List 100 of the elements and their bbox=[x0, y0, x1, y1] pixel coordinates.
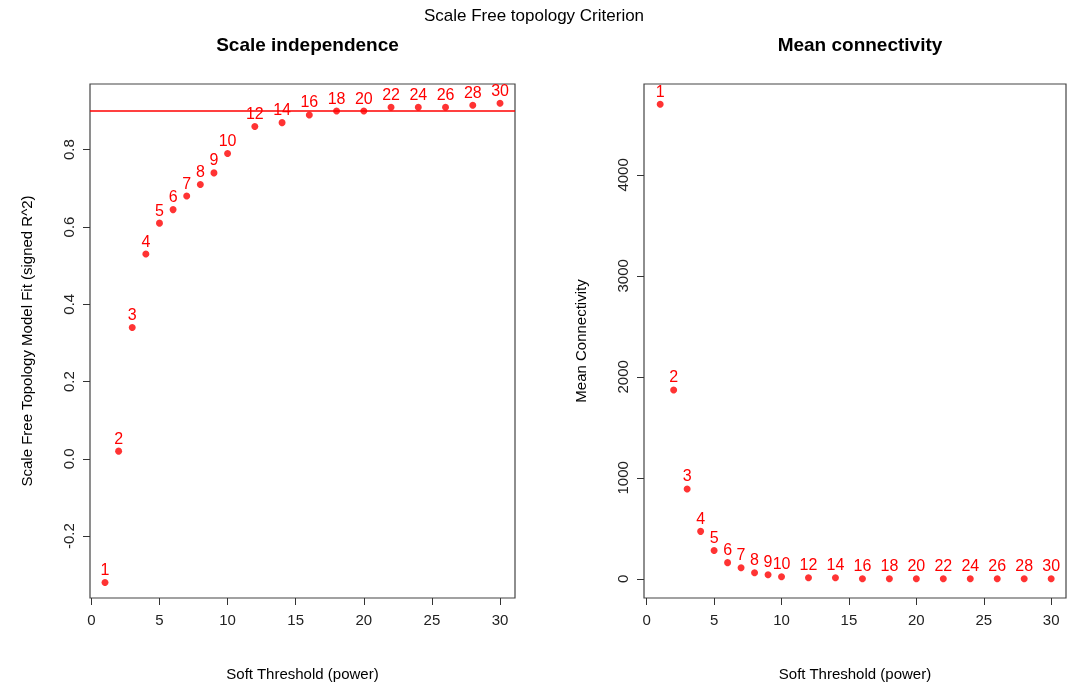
x-tick-label: 30 bbox=[1042, 611, 1060, 628]
point bbox=[1047, 575, 1055, 583]
y-tick-label: 0.4 bbox=[60, 293, 77, 315]
point bbox=[912, 575, 920, 583]
point bbox=[656, 100, 664, 108]
x-tick-label: 25 bbox=[975, 611, 993, 628]
annotation: 3 bbox=[682, 467, 692, 485]
point bbox=[196, 180, 204, 188]
annotation: 6 bbox=[168, 188, 178, 206]
x-tick-label: 0 bbox=[642, 611, 651, 628]
x-tick-label: 30 bbox=[491, 611, 509, 628]
annotation: 28 bbox=[463, 83, 482, 101]
y-tick-label: 3000 bbox=[614, 259, 631, 293]
point bbox=[442, 103, 450, 111]
y-axis-title: Mean Connectivity bbox=[572, 278, 589, 403]
point bbox=[670, 386, 678, 394]
chart-title: Scale independence bbox=[216, 34, 399, 55]
annotation: 18 bbox=[880, 557, 899, 575]
annotation: 1 bbox=[655, 82, 665, 100]
annotation: 16 bbox=[300, 93, 319, 111]
annotation: 2 bbox=[669, 368, 679, 386]
point bbox=[831, 574, 839, 582]
x-tick-label: 15 bbox=[287, 611, 305, 628]
chart-title: Mean connectivity bbox=[777, 34, 943, 55]
point bbox=[966, 575, 974, 583]
point bbox=[224, 150, 232, 158]
annotation: 26 bbox=[988, 557, 1007, 575]
y-tick-label: 0.6 bbox=[60, 216, 77, 238]
annotation: 18 bbox=[327, 89, 346, 107]
x-tick-label: 20 bbox=[908, 611, 925, 628]
point bbox=[858, 575, 866, 583]
point bbox=[778, 573, 786, 581]
point bbox=[710, 547, 718, 555]
point bbox=[128, 323, 136, 331]
x-tick-label: 0 bbox=[87, 611, 96, 628]
annotation: 20 bbox=[354, 89, 373, 107]
annotation: 3 bbox=[127, 305, 137, 323]
annotation: 9 bbox=[209, 151, 219, 169]
annotation: 1 bbox=[100, 561, 110, 579]
point bbox=[885, 575, 893, 583]
annotation: 4 bbox=[696, 509, 706, 527]
y-tick-label: 0.0 bbox=[60, 448, 77, 470]
x-tick-label: 10 bbox=[219, 611, 236, 628]
y-tick-label: -0.2 bbox=[60, 523, 77, 550]
point bbox=[724, 559, 732, 567]
point bbox=[101, 579, 109, 587]
annotation: 12 bbox=[799, 556, 818, 574]
point bbox=[469, 101, 477, 109]
point bbox=[496, 99, 504, 107]
y-axis-title: Scale Free Topology Model Fit (signed R^2) bbox=[18, 195, 35, 487]
annotation: 30 bbox=[1042, 557, 1061, 575]
point bbox=[993, 575, 1001, 583]
point bbox=[115, 447, 123, 455]
annotation: 5 bbox=[709, 529, 719, 547]
point bbox=[804, 574, 812, 582]
point bbox=[939, 575, 947, 583]
annotation: 8 bbox=[195, 162, 205, 180]
y-tick-label: 0.2 bbox=[60, 371, 77, 393]
annotation: 6 bbox=[723, 541, 733, 559]
annotation: 16 bbox=[853, 557, 872, 575]
annotation: 7 bbox=[182, 174, 192, 192]
annotation: 7 bbox=[736, 546, 746, 564]
x-tick-label: 20 bbox=[355, 611, 373, 628]
annotation: 24 bbox=[409, 85, 428, 103]
point bbox=[751, 569, 759, 577]
annotation: 4 bbox=[141, 232, 151, 250]
annotation: 22 bbox=[934, 557, 953, 575]
x-tick-label: 5 bbox=[709, 611, 719, 628]
annotation: 5 bbox=[155, 201, 165, 219]
y-tick-label: 0 bbox=[614, 574, 631, 583]
point bbox=[737, 564, 745, 572]
annotation: 10 bbox=[772, 555, 791, 573]
x-tick-label: 10 bbox=[773, 611, 790, 628]
annotation: 20 bbox=[907, 557, 926, 575]
annotation: 28 bbox=[1015, 557, 1034, 575]
annotation: 8 bbox=[750, 551, 760, 569]
annotation: 24 bbox=[961, 557, 980, 575]
annotation: 9 bbox=[763, 553, 773, 571]
x-tick-label: 25 bbox=[423, 611, 441, 628]
point bbox=[169, 206, 177, 214]
y-tick-label: 1000 bbox=[614, 461, 631, 495]
annotation: 22 bbox=[382, 85, 401, 103]
annotation: 14 bbox=[826, 556, 845, 574]
point bbox=[278, 119, 286, 127]
annotation: 10 bbox=[218, 132, 237, 150]
point bbox=[305, 111, 313, 119]
point bbox=[697, 527, 705, 535]
annotation: 30 bbox=[491, 81, 510, 99]
y-tick-label: 0.8 bbox=[60, 139, 77, 161]
y-tick-label: 4000 bbox=[614, 158, 631, 192]
x-axis-title: Soft Threshold (power) bbox=[778, 665, 932, 682]
point bbox=[142, 250, 150, 258]
point bbox=[414, 103, 422, 111]
x-tick-label: 5 bbox=[155, 611, 164, 628]
point bbox=[1020, 575, 1028, 583]
point bbox=[764, 571, 772, 579]
point bbox=[155, 219, 163, 227]
point bbox=[683, 485, 691, 493]
text: Scale Free topology Criterion bbox=[422, 6, 646, 26]
x-tick-label: 15 bbox=[840, 611, 858, 628]
